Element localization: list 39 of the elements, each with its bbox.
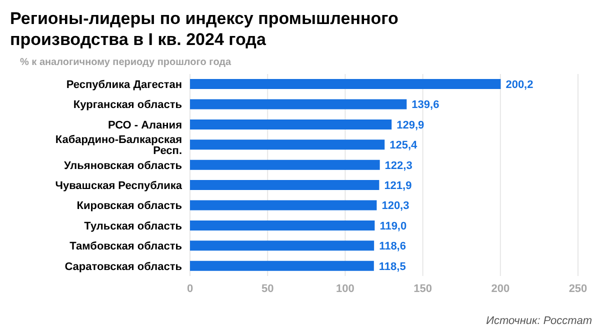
y-tick-label: Тамбовская область [70, 240, 182, 253]
y-tick-label: Курганская область [73, 99, 182, 112]
bar [190, 160, 380, 170]
bar [190, 220, 375, 230]
chart-title: Регионы-лидеры по индексу промышленного производства в I кв. 2024 года [10, 8, 400, 50]
data-label: 120,3 [382, 200, 410, 212]
y-tick-label: Ульяновская область [64, 160, 182, 172]
bar [190, 79, 501, 90]
bar [190, 119, 392, 130]
data-label: 122,3 [384, 160, 412, 172]
y-tick-label: Кабардино-Балкарская Респ. [55, 134, 182, 158]
y-tick-label: РСО - Алания [108, 119, 182, 132]
y-tick-label: Чувашская Республика [55, 180, 183, 192]
data-label: 139,6 [412, 99, 440, 112]
x-tick-label: 0 [186, 282, 194, 295]
x-tick-label: 50 [261, 282, 274, 295]
data-label: 200,2 [506, 78, 534, 91]
text: Источник: Росстат [486, 315, 592, 327]
bar [190, 180, 380, 190]
data-label: 129,9 [396, 119, 424, 132]
chart-subtitle: % к аналогичному периоду прошлого года [20, 57, 232, 68]
y-tick-label: Республика Дагестан [66, 79, 182, 92]
x-tick-label: 100 [336, 282, 354, 295]
data-label: 118,5 [378, 260, 406, 273]
y-tick-label: Кировская область [76, 200, 182, 212]
y-tick-label: Саратовская область [64, 260, 182, 273]
y-tick-label: Тульская область [84, 220, 182, 232]
bar [190, 200, 377, 210]
data-label: 119,0 [380, 220, 407, 232]
x-tick-label: 150 [414, 282, 432, 295]
bar [190, 99, 407, 110]
x-tick-label: 250 [568, 282, 588, 295]
data-label: 118,6 [379, 240, 406, 253]
bar [190, 140, 385, 150]
data-label: 125,4 [390, 140, 418, 152]
bar [190, 260, 374, 271]
x-tick-label: 200 [491, 282, 510, 295]
data-label: 121,9 [384, 180, 412, 192]
bar [190, 240, 374, 251]
